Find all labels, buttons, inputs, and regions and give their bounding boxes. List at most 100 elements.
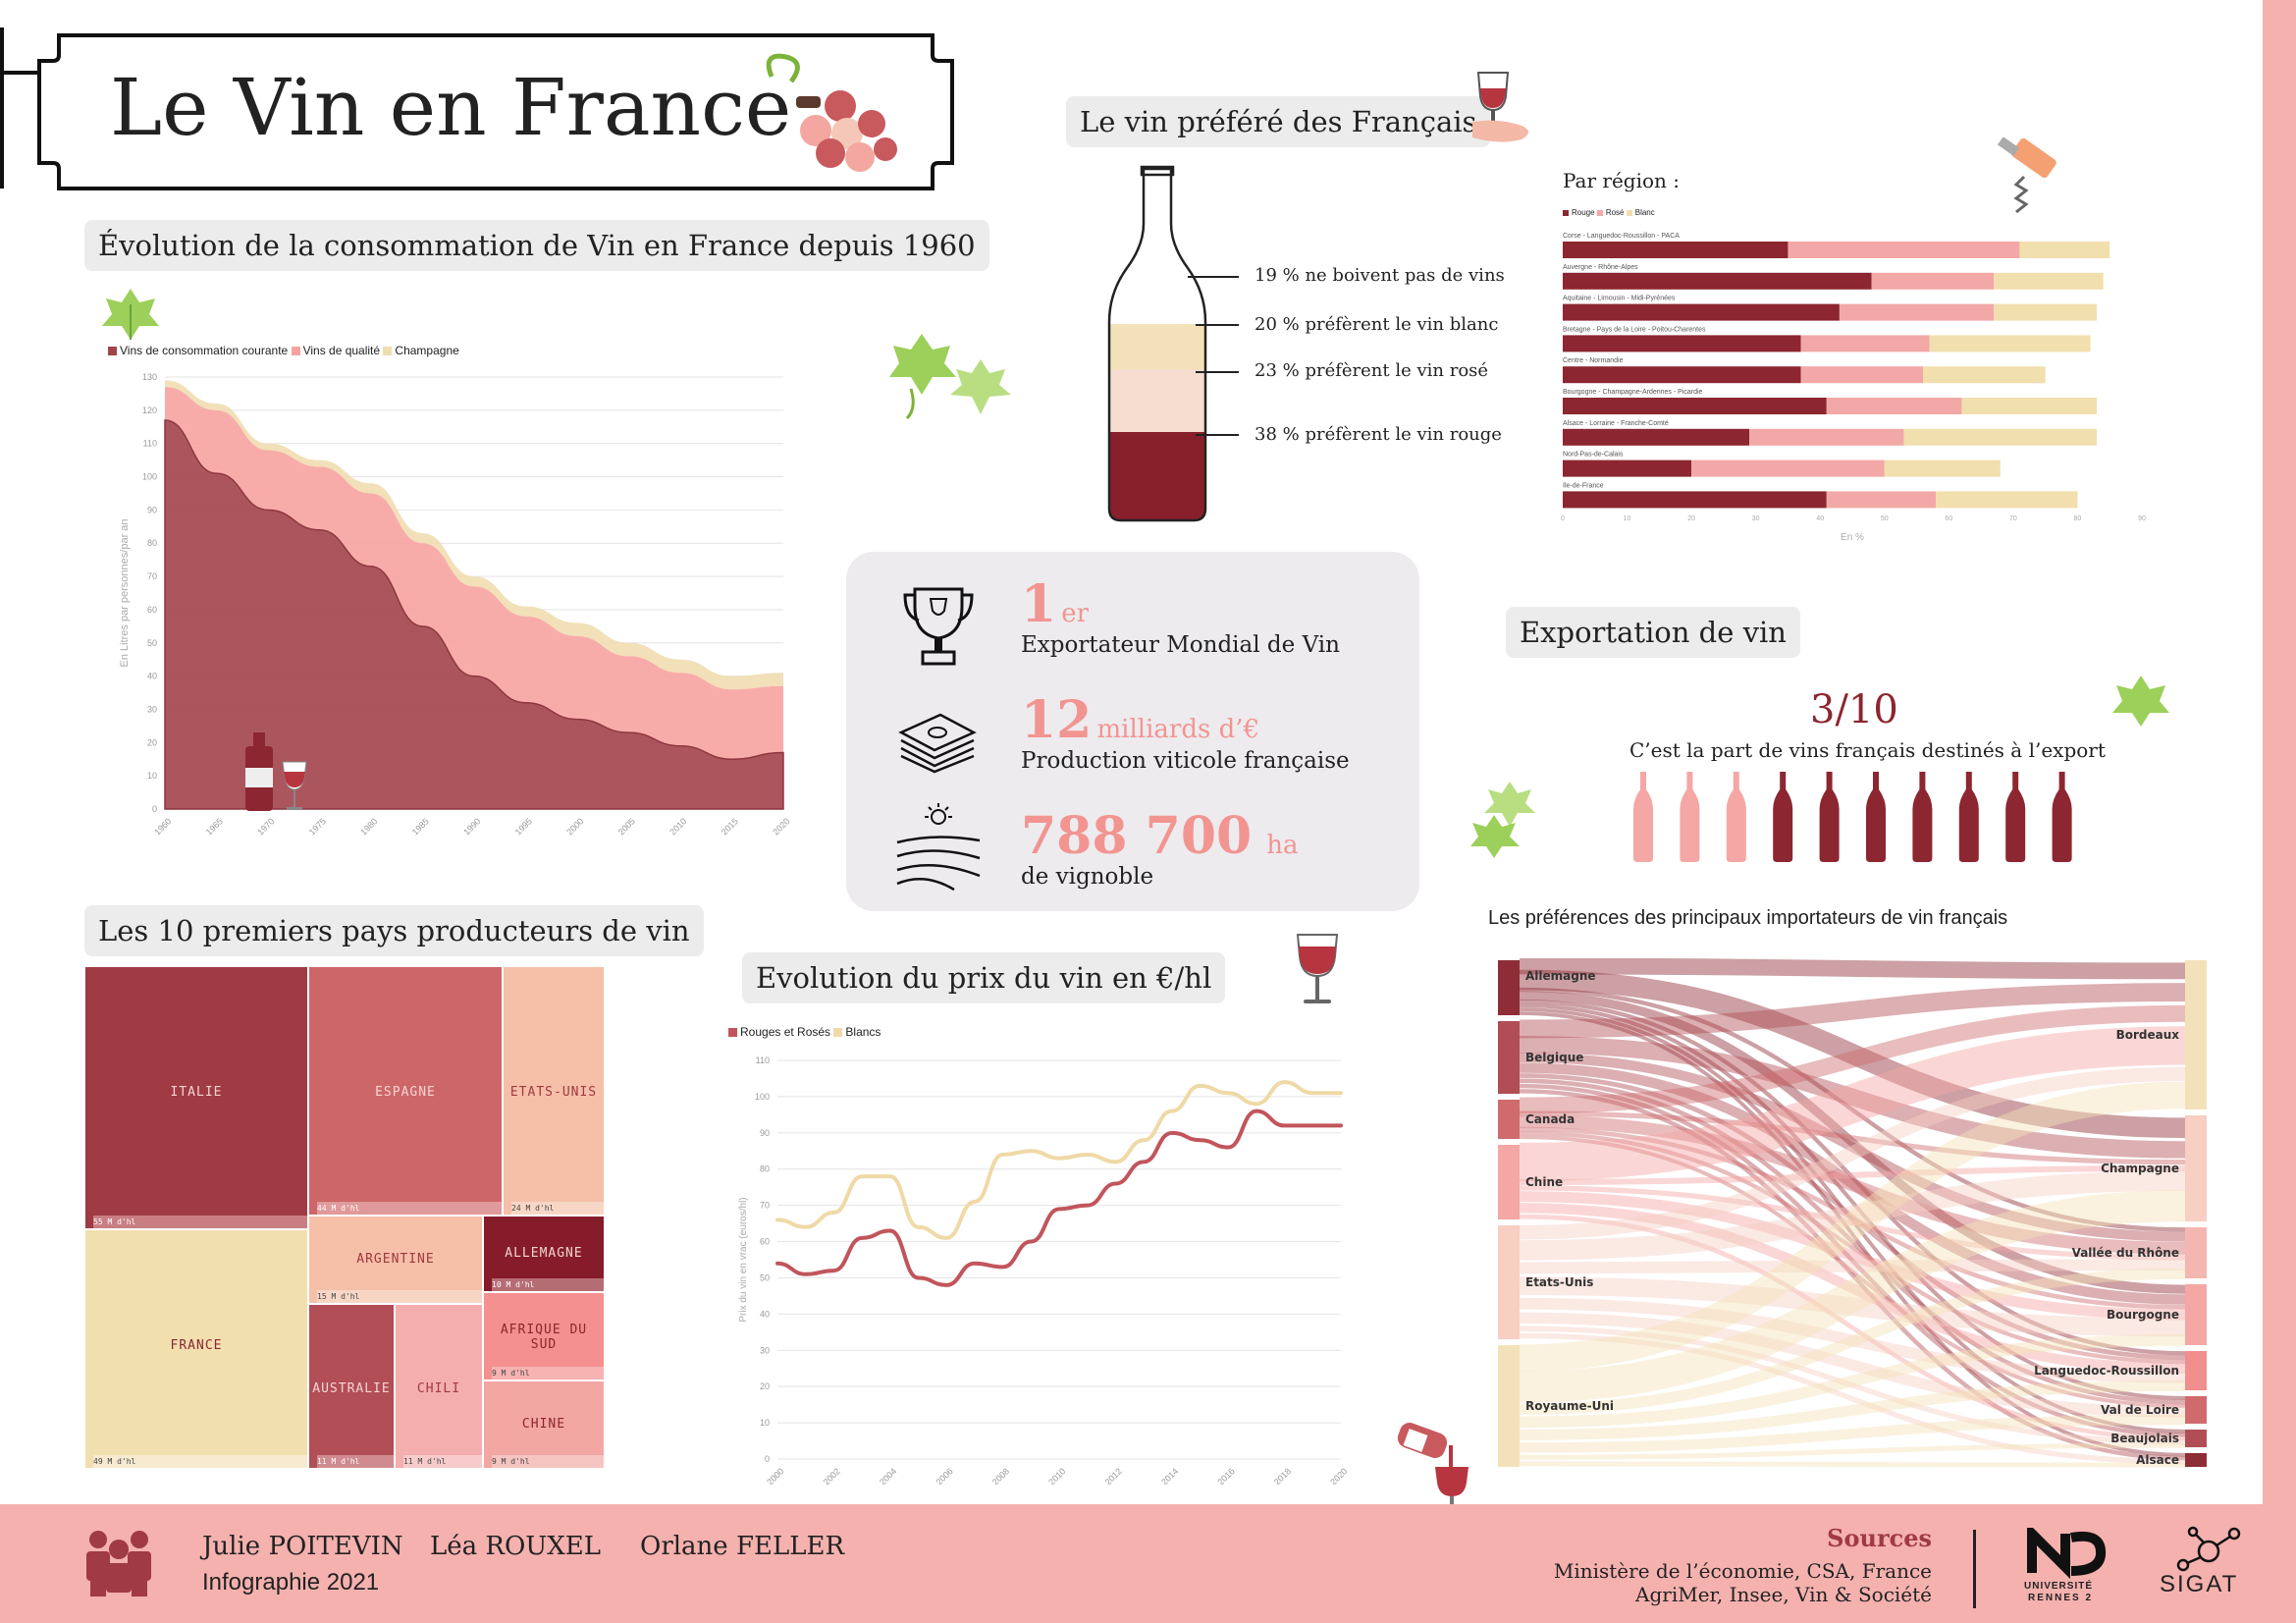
sankey-flow <box>1519 1190 2186 1403</box>
area-series-1 <box>165 387 783 760</box>
favorite-label-none: 19 % ne boivent pas de vins <box>1255 265 1505 286</box>
treemap-cell-etats-unis: ETATS-UNIS 24 M d'hl <box>503 966 605 1216</box>
sankey-flow <box>1519 1114 2186 1255</box>
rennes2-logo-text: RENNES 2 <box>2028 1593 2094 1603</box>
sankey-flow <box>1519 1414 2186 1453</box>
sankey-source-node <box>1498 1225 1520 1339</box>
consumption-title: Évolution de la consommation de Vin en F… <box>84 220 989 271</box>
money-icon <box>898 713 977 774</box>
x-tick-label: 2006 <box>934 1466 954 1485</box>
sankey-target-label: Champagne <box>2101 1162 2179 1175</box>
export-bottle <box>1773 772 1793 862</box>
x-tick-label: 2000 <box>564 816 585 837</box>
stat-production: 12 milliards d’€ <box>1021 695 1259 746</box>
sankey-source-node <box>1498 960 1520 1015</box>
sankey-target-node <box>2185 1284 2207 1345</box>
stat-value: 788 700 <box>1021 806 1253 866</box>
treemap-label: ALLEMAGNE <box>505 1246 583 1261</box>
sankey-flow <box>1519 1185 2186 1261</box>
favorite-leader-3 <box>1196 371 1239 373</box>
y-tick-label: 110 <box>143 439 157 449</box>
region-bar-1 <box>1800 366 1924 384</box>
sankey-flow <box>1519 1089 2186 1461</box>
region-category-label: Ile-de-France <box>1563 482 1604 489</box>
favorite-label-white: 20 % préfèrent le vin blanc <box>1255 314 1499 335</box>
sankey-flow <box>1519 991 2186 1294</box>
rennes2-logo-text: UNIVERSITÉ <box>2024 1581 2094 1592</box>
legend-item: Rosé <box>1605 208 1625 217</box>
sankey-flow <box>1519 1062 2186 1305</box>
stat-value: 1 <box>1021 574 1057 634</box>
sankey-flow <box>1519 1312 2186 1418</box>
consumption-legend: Vins de consommation courante Vins de qu… <box>108 344 459 357</box>
stat-unit: er <box>1061 599 1090 628</box>
author-name: Léa ROUXEL <box>430 1532 601 1561</box>
treemap-value: 9 M d'hl <box>492 1367 604 1380</box>
y-axis-label: En Litres par personnes/par an <box>119 518 131 667</box>
favorite-leader-2 <box>1196 324 1239 326</box>
sankey-source-node <box>1498 1021 1520 1094</box>
footer <box>0 1504 2263 1623</box>
treemap-cell-chili: CHILI 11 M d'hl <box>395 1304 483 1469</box>
sankey-flow <box>1519 1332 2186 1465</box>
region-bar-0 <box>1563 272 1872 290</box>
sankey-target-node <box>2185 960 2207 1109</box>
sankey-source-label: Chine <box>1525 1175 1563 1189</box>
bottle-label <box>245 768 273 787</box>
region-bar-1 <box>1691 460 1885 477</box>
sankey-flow <box>1519 958 2186 980</box>
y-tick-label: 10 <box>760 1418 770 1428</box>
favorite-leader-4 <box>1196 434 1239 436</box>
sankey-flow <box>1519 1004 2186 1114</box>
price-line-0 <box>775 1109 1343 1287</box>
sankey-flow <box>1519 1442 2186 1460</box>
sankey-flow <box>1519 1333 2186 1429</box>
x-tick-label: 1975 <box>307 816 328 837</box>
sankey-flow <box>1519 1078 2186 1405</box>
legend-item: Blanc <box>1634 208 1655 217</box>
region-bar-2 <box>1961 398 2098 414</box>
stat-exporter: 1 er <box>1021 579 1089 630</box>
treemap-value: 11 M d'hl <box>403 1455 482 1468</box>
x-tick-label: 1995 <box>513 816 534 837</box>
export-bottles <box>1633 772 2072 862</box>
sankey-flow <box>1519 1164 2186 1186</box>
region-category-label: Nord-Pas-de-Calais <box>1563 452 1624 459</box>
export-bottle <box>1958 772 1979 862</box>
stat-label: Exportateur Mondial de Vin <box>1021 632 1340 658</box>
treemap-label: AUSTRALIE <box>312 1381 391 1396</box>
x-tick-label: 1985 <box>410 816 431 837</box>
sankey-flow <box>1519 1170 2186 1261</box>
treemap-label: FRANCE <box>170 1338 223 1353</box>
region-bar-0 <box>1563 398 1827 414</box>
x-tick-label: 2015 <box>720 816 740 837</box>
region-bar-0 <box>1563 366 1801 384</box>
x-tick-label: 1970 <box>255 816 276 837</box>
treemap-cell-afrique-du-sud: AFRIQUE DU SUD 9 M d'hl <box>483 1292 605 1380</box>
sankey-source-label: Canada <box>1525 1112 1575 1126</box>
region-category-label: Corse - Languedoc-Roussillon - PACA <box>1563 233 1680 240</box>
sankey-flow <box>1519 1052 2186 1242</box>
treemap-cell-chine: CHINE 9 M d'hl <box>483 1380 605 1469</box>
vine-leaf-icon <box>2112 676 2169 727</box>
y-tick-label: 40 <box>147 672 157 681</box>
x-tick-label: 1990 <box>461 816 482 837</box>
price-title: Evolution du prix du vin en €/hl <box>742 952 1226 1003</box>
right-decor-bar <box>2263 0 2296 1623</box>
region-category-label: Alsace - Lorraine - Franche-Comté <box>1563 420 1669 427</box>
sankey-flow <box>1519 1036 2186 1159</box>
y-tick-label: 10 <box>147 771 157 781</box>
region-bar-0 <box>1563 491 1827 509</box>
x-tick-label: 20 <box>1687 515 1695 522</box>
sankey-target-node <box>2185 1115 2207 1221</box>
legend-swatch <box>383 347 393 356</box>
sankey-flow <box>1519 969 2186 1139</box>
region-bar-2 <box>1936 491 2078 509</box>
region-bar-1 <box>1749 428 1904 446</box>
export-bottle <box>2052 772 2072 862</box>
sankey-target-node <box>2185 1453 2207 1467</box>
treemap-label: ITALIE <box>170 1085 223 1100</box>
trophy-icon <box>903 587 974 666</box>
sources-line: Ministère de l’économie, CSA, France <box>1553 1559 1932 1583</box>
legend-swatch <box>1596 209 1603 216</box>
